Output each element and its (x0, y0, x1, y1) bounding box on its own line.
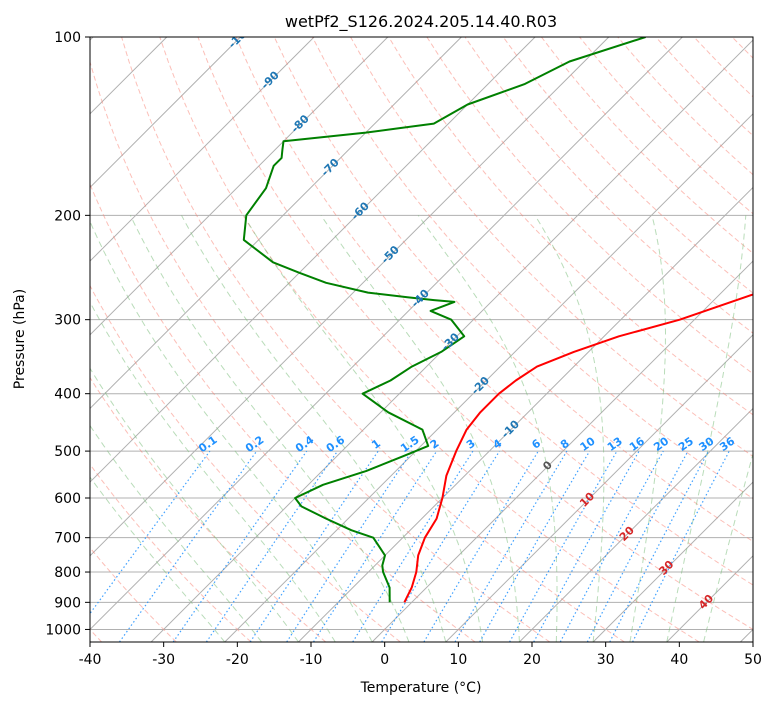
y-tick-label: 900 (54, 595, 81, 611)
x-axis-title: Temperature (°C) (360, 680, 482, 696)
x-tick-label: 20 (523, 652, 541, 668)
isotherm-line (90, 37, 462, 410)
dry-adiabat (159, 37, 700, 642)
moist-adiabat (629, 215, 666, 642)
moist-adiabat (90, 220, 373, 642)
y-tick-label: 600 (54, 491, 81, 507)
isotherm-line (90, 37, 315, 262)
x-tick-label: 0 (380, 652, 389, 668)
moist-adiabat (534, 215, 605, 642)
dry-adiabat (197, 37, 753, 630)
mixing-ratio-line (352, 450, 474, 642)
dry-adiabat (388, 37, 753, 416)
isotherm-line (90, 37, 389, 336)
isotherm-line (519, 407, 753, 642)
x-tick-label: -30 (152, 652, 175, 668)
moist-adiabat (666, 215, 747, 642)
mixing-ratio-line (249, 450, 379, 642)
y-tick-label: 800 (54, 565, 81, 581)
y-tick-label: 700 (54, 531, 81, 547)
dewpoint-profile (242, 37, 646, 603)
temperature-profile (403, 293, 753, 603)
dry-adiabat (235, 37, 753, 586)
moist-adiabat (90, 476, 226, 642)
mixing-ratio-line (559, 450, 664, 642)
x-tick-label: -20 (226, 652, 249, 668)
moist-adiabat (90, 367, 299, 642)
isotherm-line (90, 37, 536, 483)
dry-adiabat (426, 37, 753, 375)
isotherm-line (445, 334, 753, 642)
y-tick-label: 200 (54, 208, 81, 224)
x-tick-label: 40 (670, 652, 688, 668)
x-tick-label: -10 (300, 652, 323, 668)
plot-area (90, 37, 753, 642)
isotherm-line (592, 481, 753, 642)
mixing-ratio-line (119, 450, 258, 642)
dry-adiabat (90, 284, 401, 642)
dry-adiabat (90, 546, 177, 642)
dry-adiabat (90, 182, 476, 642)
chart-title: wetPf2_S126.2024.205.14.40.R03 (285, 12, 557, 32)
mixing-ratio-line (381, 450, 501, 642)
y-tick-label: 100 (54, 30, 81, 46)
mixing-ratio-line (632, 450, 730, 642)
mixing-ratio-line (205, 450, 338, 642)
x-tick-label: 30 (597, 652, 615, 668)
moist-adiabat (129, 215, 410, 642)
moist-adiabat (417, 215, 558, 642)
x-tick-label: -40 (79, 652, 102, 668)
y-tick-label: 1000 (45, 622, 81, 638)
mixing-ratio-line (312, 450, 438, 642)
dry-adiabat (90, 463, 252, 642)
moist-adiabat (90, 424, 263, 642)
moist-adiabat (320, 215, 520, 642)
dry-adiabat (90, 60, 551, 642)
dry-adiabat (121, 37, 625, 642)
y-tick-label: 400 (54, 387, 81, 403)
x-tick-label: 50 (744, 652, 762, 668)
x-tick-label: 10 (449, 652, 467, 668)
isotherm-line (150, 39, 753, 642)
mixing-ratio-line (533, 450, 640, 642)
dry-adiabat (311, 37, 753, 500)
mixing-ratio-line (90, 450, 211, 615)
mixing-ratio-line (286, 450, 413, 642)
mixing-ratio-line (509, 450, 618, 642)
isotherm-line (371, 260, 753, 642)
plot-frame (89, 36, 754, 643)
isotherm-line (90, 37, 610, 557)
moist-adiabat (181, 215, 447, 642)
isotherm-line (224, 113, 753, 642)
y-tick-label: 300 (54, 313, 81, 329)
mixing-ratio-line (172, 450, 308, 642)
axes-layer: -40 -30 -20 -10 0 10 20 30 40 50 100 200 300 400 500 60… (45, 30, 762, 668)
isotherm-line (90, 37, 241, 189)
y-axis-title: Pressure (hPa) (12, 289, 28, 389)
dry-adiabat (502, 37, 753, 294)
dry-adiabat (90, 376, 327, 642)
y-tick-label: 500 (54, 444, 81, 460)
